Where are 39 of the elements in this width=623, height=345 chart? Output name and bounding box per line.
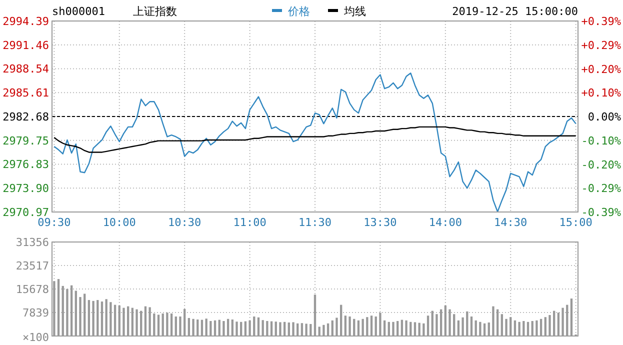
x-tick-label: 11:30: [298, 216, 332, 229]
y-tick-label: 2985.61: [2, 86, 49, 100]
y2-tick-label: +0.39%: [581, 15, 622, 28]
x-tick-label: 10:00: [102, 216, 136, 229]
y-tick-label: 2979.75: [2, 134, 49, 148]
y2-tick-label: -0.20%: [581, 158, 622, 172]
y2-tick-label: +0.20%: [581, 62, 622, 76]
x-tick-label: 11:00: [233, 216, 266, 229]
y2-tick-label: -0.10%: [581, 134, 622, 148]
x-tick-label: 13:30: [364, 216, 397, 229]
x-tick-label: 09:30: [38, 216, 71, 229]
y-tick-label: 7839: [22, 306, 49, 320]
chart-title: sh000001: [52, 5, 105, 18]
legend-label: 均线: [343, 5, 366, 18]
x-tick-label: 14:00: [428, 216, 462, 229]
y2-tick-label: -0.29%: [581, 182, 622, 196]
y-tick-label: 2976.83: [2, 158, 49, 172]
y2-tick-label: -0.39%: [581, 206, 622, 219]
y-tick-label: 2982.68: [2, 110, 49, 124]
chart-subtitle: 上证指数: [133, 5, 177, 18]
y-tick-label: 2994.39: [2, 15, 49, 28]
y-tick-label: 2991.46: [2, 38, 49, 52]
y-tick-label: 2988.54: [2, 62, 50, 76]
x-tick-label: 10:30: [168, 216, 202, 229]
y-tick-label: 31356: [16, 236, 49, 249]
line-series: [54, 126, 576, 153]
y-tick-label: 2973.90: [2, 182, 49, 196]
x-tick-label: 14:30: [494, 216, 528, 229]
legend-label: 价格: [287, 5, 310, 18]
line-series: [54, 72, 576, 212]
y2-tick-label: 0.00%: [588, 110, 622, 124]
y2-tick-label: +0.10%: [581, 86, 622, 100]
y-tick-label: 2970.97: [2, 206, 49, 219]
text: 2019-12-25 15:00:00: [452, 5, 578, 18]
x-tick-label: 15:00: [559, 216, 592, 229]
y-tick-label: 15678: [16, 283, 49, 296]
y-axis-title: ×100: [22, 331, 49, 344]
y2-tick-label: +0.29%: [581, 38, 622, 52]
y-tick-label: 23517: [16, 260, 49, 272]
